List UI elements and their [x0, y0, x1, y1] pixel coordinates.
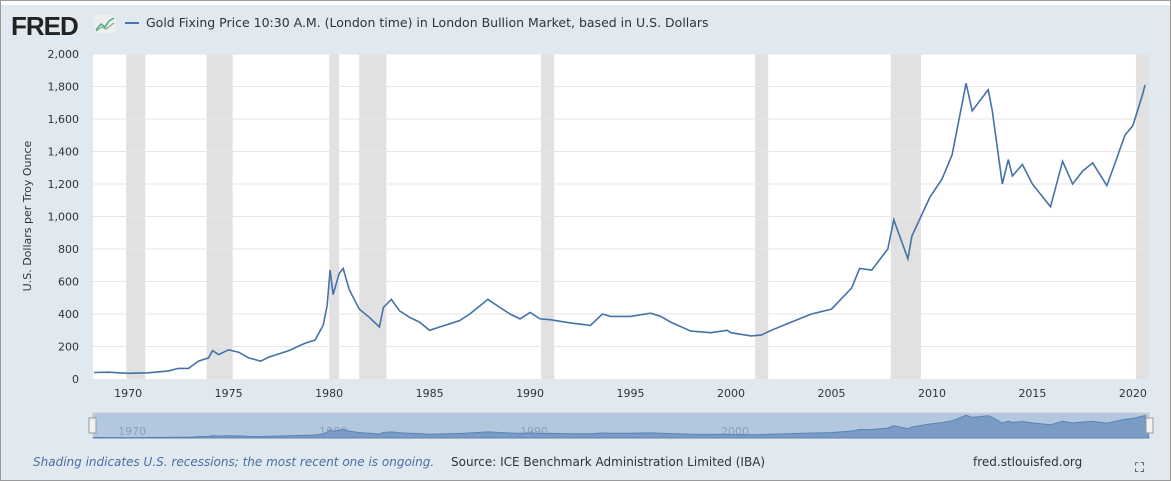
- x-tick-label: 2015: [1018, 387, 1046, 400]
- series-title: Gold Fixing Price 10:30 A.M. (London tim…: [146, 15, 709, 30]
- site-link[interactable]: fred.stlouisfed.org: [973, 455, 1083, 469]
- y-tick-label: 2,000: [48, 48, 80, 61]
- series-line: [93, 83, 1146, 375]
- x-tick-label: 1975: [215, 387, 243, 400]
- recession-note: Shading indicates U.S. recessions; the m…: [33, 455, 435, 469]
- y-tick-label: 1,600: [48, 113, 80, 126]
- fullscreen-icon[interactable]: ⛶: [1135, 461, 1145, 476]
- x-tick-label: 2020: [1119, 387, 1147, 400]
- fred-logo[interactable]: FRED: [11, 11, 79, 41]
- y-tick-label: 0: [72, 373, 79, 386]
- y-tick-label: 600: [58, 276, 79, 289]
- navigator-handle-left[interactable]: [88, 417, 97, 434]
- navigator-handle-right[interactable]: [1145, 417, 1154, 434]
- navigator-tick-label: 1970: [118, 425, 146, 438]
- y-tick-label: 400: [58, 308, 79, 321]
- x-tick-label: 1995: [617, 387, 645, 400]
- x-tick-label: 1970: [114, 387, 142, 400]
- x-tick-label: 1980: [315, 387, 343, 400]
- y-tick-label: 200: [58, 341, 79, 354]
- y-axis-label: U.S. Dollars per Troy Ounce: [21, 140, 34, 291]
- source-text: Source: ICE Benchmark Administration Lim…: [451, 455, 766, 469]
- chart-svg[interactable]: 0 200 400 600 800 1,000 1,200 1,400 1,600 1,800 2,…: [1, 1, 1170, 451]
- y-tick-label: 1,800: [48, 81, 80, 94]
- x-tick-label: 2000: [717, 387, 745, 400]
- x-tick-label: 2010: [918, 387, 946, 400]
- chart-logo-icon: [94, 15, 116, 33]
- y-tick-label: 1,000: [48, 211, 80, 224]
- legend: Gold Fixing Price 10:30 A.M. (London tim…: [125, 15, 709, 30]
- navigator-area: [92, 414, 1150, 439]
- y-tick-label: 800: [58, 243, 79, 256]
- x-tick-label: 1985: [416, 387, 444, 400]
- x-tick-label: 2005: [817, 387, 845, 400]
- y-tick-label: 1,400: [48, 146, 80, 159]
- legend-swatch: [125, 21, 139, 24]
- x-tick-label: 1990: [516, 387, 544, 400]
- y-tick-label: 1,200: [48, 178, 80, 191]
